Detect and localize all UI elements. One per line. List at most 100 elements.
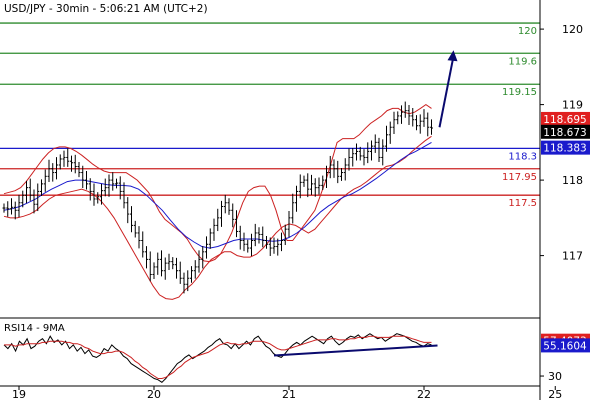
price-bar bbox=[6, 201, 10, 217]
price-bar bbox=[268, 237, 272, 256]
price-bar bbox=[160, 250, 163, 277]
price-bar bbox=[283, 224, 287, 246]
price-bar bbox=[163, 257, 167, 280]
price-bar bbox=[403, 101, 407, 118]
price-bar bbox=[111, 172, 115, 191]
price-bar bbox=[415, 115, 418, 131]
price-bar bbox=[115, 178, 118, 189]
price-bar bbox=[205, 236, 208, 259]
price-bar bbox=[122, 182, 126, 209]
price-bar bbox=[36, 183, 40, 212]
price-bar bbox=[298, 174, 302, 199]
price-bar bbox=[43, 169, 47, 192]
rsi-series-line bbox=[4, 335, 432, 379]
price-bar bbox=[62, 150, 66, 167]
price-bar bbox=[272, 237, 276, 254]
price-bar bbox=[133, 220, 137, 238]
price-bar bbox=[392, 111, 396, 135]
price-bar bbox=[418, 114, 422, 134]
price-bar bbox=[10, 198, 13, 215]
price-bar bbox=[81, 165, 85, 189]
bollinger-upper bbox=[3, 103, 432, 263]
price-bar bbox=[242, 232, 246, 252]
price-bar bbox=[167, 253, 171, 270]
price-bar bbox=[137, 226, 141, 249]
price-bar bbox=[208, 228, 212, 249]
price-bar bbox=[220, 200, 223, 227]
price-bar bbox=[227, 198, 231, 215]
price-bar bbox=[88, 178, 92, 201]
y-tick-label: 119 bbox=[562, 99, 583, 112]
price-bar bbox=[2, 203, 6, 213]
price-bar bbox=[25, 180, 28, 204]
price-bar bbox=[250, 233, 253, 256]
price-bar bbox=[377, 137, 381, 162]
price-bar bbox=[171, 257, 175, 270]
price-bar bbox=[265, 235, 268, 249]
price-bar bbox=[358, 146, 362, 161]
price-bar bbox=[85, 171, 88, 190]
price-bar bbox=[145, 246, 148, 269]
price-bar bbox=[178, 261, 182, 284]
price-bar bbox=[152, 262, 156, 280]
price-bar bbox=[17, 194, 21, 218]
price-bar bbox=[340, 168, 343, 181]
price-bar bbox=[223, 194, 227, 214]
y-tick-label: 117 bbox=[562, 250, 583, 263]
price-bar bbox=[156, 252, 160, 275]
price-tag-label: 118.673 bbox=[543, 127, 586, 139]
price-bar bbox=[126, 197, 130, 224]
price-tag bbox=[541, 124, 590, 139]
price-bar bbox=[347, 148, 351, 171]
price-bar bbox=[276, 238, 280, 256]
price-tag-label: 118.383 bbox=[543, 143, 586, 155]
price-bar bbox=[362, 149, 366, 166]
price-bar bbox=[321, 175, 325, 190]
price-bar bbox=[197, 250, 201, 273]
price-bar bbox=[332, 159, 336, 178]
price-bar bbox=[396, 111, 400, 125]
price-bar bbox=[92, 183, 96, 206]
y-tick-label: 120 bbox=[562, 23, 583, 36]
level-label: 120 bbox=[518, 26, 537, 37]
price-bar bbox=[66, 148, 70, 167]
x-tick-label: 20 bbox=[147, 388, 161, 400]
price-bar bbox=[77, 161, 81, 178]
rsi-value-tag-label: 55.1604 bbox=[543, 340, 587, 352]
price-bar bbox=[148, 251, 152, 282]
price-bar bbox=[47, 159, 51, 182]
price-bar bbox=[355, 143, 358, 161]
level-label: 117.95 bbox=[502, 172, 537, 183]
price-bar bbox=[426, 112, 430, 137]
price-bar bbox=[40, 179, 43, 196]
price-bar bbox=[28, 178, 32, 201]
price-bar bbox=[373, 134, 377, 153]
price-bar bbox=[216, 208, 220, 232]
price-bar bbox=[407, 104, 411, 125]
price-bar bbox=[313, 178, 317, 197]
price-bar bbox=[328, 155, 332, 179]
forecast-arrow bbox=[438, 56, 455, 128]
rsi-trendline bbox=[273, 344, 438, 357]
price-bar bbox=[96, 192, 100, 204]
rsi-series-line bbox=[3, 333, 432, 383]
moving-average bbox=[3, 141, 432, 249]
price-bar bbox=[370, 140, 373, 161]
chart-title: USD/JPY - 30min - 5:06:21 AM (UTC+2) bbox=[4, 3, 208, 15]
price-bar bbox=[100, 183, 103, 205]
level-label: 119.15 bbox=[502, 87, 537, 98]
price-bar bbox=[336, 160, 340, 184]
price-panel: 120 119.6 119.15 118.3 117.95 117.5 bbox=[0, 22, 540, 300]
price-bar bbox=[70, 155, 73, 172]
price-bar bbox=[381, 139, 385, 166]
x-tick-label: 21 bbox=[282, 388, 296, 400]
price-bar bbox=[73, 154, 77, 174]
price-bar bbox=[302, 175, 306, 187]
price-bar bbox=[253, 223, 257, 247]
price-bar bbox=[325, 165, 328, 189]
price-bar bbox=[310, 174, 313, 195]
x-tick-label: 25 bbox=[548, 388, 562, 400]
price-bar bbox=[32, 189, 36, 214]
